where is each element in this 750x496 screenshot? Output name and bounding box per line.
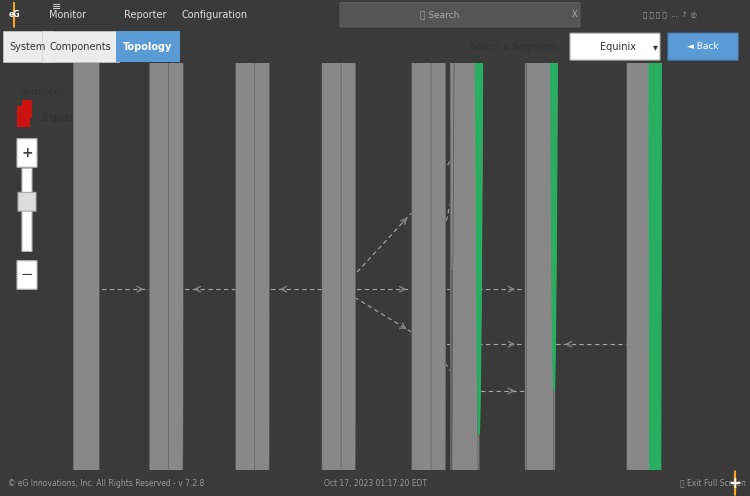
Text: ⛶ Exit Full Screen: ⛶ Exit Full Screen [680,479,746,488]
Text: +: + [728,476,741,491]
Text: System: System [10,42,46,52]
Circle shape [734,471,736,496]
FancyBboxPatch shape [450,0,480,496]
FancyBboxPatch shape [17,139,37,167]
FancyBboxPatch shape [335,0,356,493]
FancyBboxPatch shape [425,0,445,493]
FancyBboxPatch shape [525,0,555,496]
Text: ◄ Back: ◄ Back [687,42,718,51]
FancyBboxPatch shape [627,0,656,496]
FancyBboxPatch shape [450,0,480,272]
FancyBboxPatch shape [412,0,431,496]
Text: © eG Innovations, Inc. All Rights Reserved - v 7.2.8: © eG Innovations, Inc. All Rights Reserv… [8,479,204,488]
Text: Equinix: Equinix [600,42,636,52]
FancyBboxPatch shape [249,0,269,493]
FancyBboxPatch shape [17,261,37,289]
Circle shape [472,0,486,434]
Circle shape [260,0,274,4]
FancyBboxPatch shape [450,340,480,496]
Text: +: + [21,146,33,160]
FancyBboxPatch shape [570,33,660,60]
FancyBboxPatch shape [425,0,445,395]
Circle shape [547,0,561,391]
FancyBboxPatch shape [526,0,554,496]
Circle shape [547,0,561,289]
Text: 🔍 Search: 🔍 Search [420,10,459,19]
Text: Monitor: Monitor [50,10,86,20]
FancyBboxPatch shape [415,0,428,4]
Text: Configuration: Configuration [182,10,248,20]
Text: eG: eG [8,10,20,19]
FancyBboxPatch shape [22,169,32,251]
Text: Topology: Topology [123,42,172,52]
FancyBboxPatch shape [18,192,36,211]
FancyBboxPatch shape [325,0,338,4]
FancyBboxPatch shape [340,2,580,27]
Circle shape [436,0,450,4]
FancyBboxPatch shape [236,0,255,496]
Text: Equinix: Equinix [42,114,88,124]
FancyBboxPatch shape [525,0,555,496]
FancyBboxPatch shape [41,31,118,62]
Text: Select a Segment: Select a Segment [470,42,556,52]
FancyBboxPatch shape [79,0,94,126]
Circle shape [13,2,14,27]
Circle shape [472,0,486,391]
Ellipse shape [451,0,479,496]
FancyBboxPatch shape [415,0,428,60]
FancyBboxPatch shape [238,0,252,4]
Text: Segment:: Segment: [18,87,68,97]
FancyBboxPatch shape [425,0,445,496]
Text: Components: Components [50,42,111,52]
Circle shape [547,0,561,344]
FancyBboxPatch shape [412,0,431,496]
Text: X: X [572,10,578,19]
Circle shape [648,0,662,496]
FancyBboxPatch shape [74,0,99,496]
FancyBboxPatch shape [152,0,166,4]
FancyBboxPatch shape [525,493,555,496]
Text: −: − [21,267,33,283]
FancyBboxPatch shape [2,31,53,62]
FancyBboxPatch shape [322,0,341,496]
Text: Oct 17, 2023 01:17:20 EDT: Oct 17, 2023 01:17:20 EDT [323,479,427,488]
Text: Reporter: Reporter [124,10,166,20]
FancyBboxPatch shape [149,0,169,496]
FancyBboxPatch shape [451,0,479,496]
Text: 🔔 🔒 🛡 🔔  ...  ?  ◎: 🔔 🔒 🛡 🔔 ... ? ◎ [643,11,697,18]
Text: ▾: ▾ [652,42,658,52]
Circle shape [472,0,486,137]
Circle shape [346,0,360,4]
Circle shape [174,0,188,4]
FancyBboxPatch shape [22,100,32,119]
Circle shape [436,0,450,60]
FancyBboxPatch shape [163,0,183,493]
FancyBboxPatch shape [17,106,30,126]
FancyBboxPatch shape [668,33,738,60]
FancyBboxPatch shape [412,0,431,496]
Text: ≡: ≡ [53,1,62,11]
FancyBboxPatch shape [116,31,180,62]
